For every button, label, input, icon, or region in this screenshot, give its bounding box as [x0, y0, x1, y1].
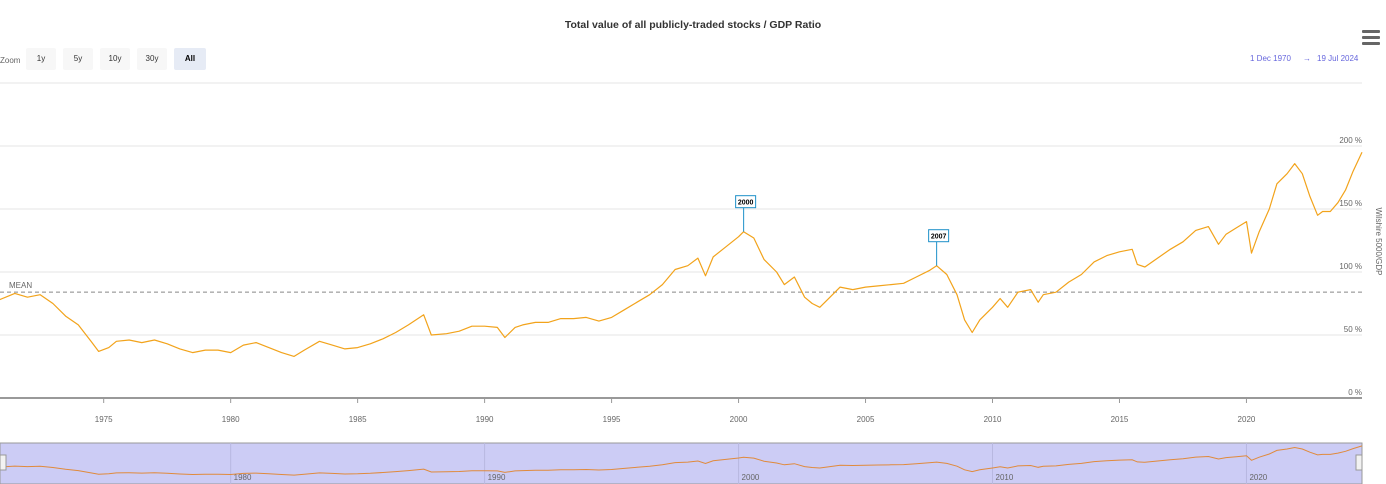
x-tick-label: 2000 [730, 415, 748, 424]
zoom-30y-button[interactable]: 30y [137, 48, 167, 70]
flag-label: 2007 [931, 234, 947, 241]
zoom-1y-button[interactable]: 1y [26, 48, 56, 70]
x-tick-label: 2010 [984, 415, 1002, 424]
navigator-right-handle[interactable] [1355, 454, 1363, 471]
x-tick-label: 1990 [476, 415, 494, 424]
x-tick-label: 1995 [603, 415, 621, 424]
range-from-input[interactable]: 1 Dec 1970 [1250, 54, 1291, 63]
y-tick-label: 200 % [1339, 136, 1362, 145]
x-tick-label: 1975 [95, 415, 113, 424]
x-tick-label: 2015 [1111, 415, 1129, 424]
zoom-5y-button[interactable]: 5y [63, 48, 93, 70]
zoom-all-button[interactable]: All [174, 48, 206, 70]
navigator-tick-label: 1980 [234, 473, 252, 482]
navigator-tick-label: 2010 [996, 473, 1014, 482]
navigator-left-handle[interactable] [0, 454, 7, 471]
navigator-tick-label: 2000 [742, 473, 760, 482]
navigator-tick-label: 1990 [488, 473, 506, 482]
range-to-input[interactable]: 19 Jul 2024 [1317, 54, 1359, 63]
flag-box [928, 229, 950, 243]
navigator-range [0, 442, 1363, 484]
zoom-label: Zoom [0, 56, 21, 65]
mean-label: MEAN [9, 281, 32, 290]
chart-title: Total value of all publicly-traded stock… [564, 19, 822, 31]
x-tick-label: 2005 [857, 415, 875, 424]
zoom-10y-button[interactable]: 10y [100, 48, 130, 70]
y-tick-label: 0 % [1348, 388, 1362, 397]
navigator-series-line [0, 445, 1363, 476]
navigator-tick-label: 2020 [1249, 473, 1267, 482]
series-line [0, 152, 1363, 357]
x-tick-label: 2020 [1238, 415, 1256, 424]
hamburger-menu-icon[interactable] [1362, 30, 1380, 45]
x-tick-label: 1980 [222, 415, 240, 424]
range-arrow: → [1303, 54, 1311, 63]
y-tick-label: 150 % [1339, 199, 1362, 208]
y-tick-label: 50 % [1344, 325, 1362, 334]
flag-label: 2000 [738, 200, 754, 207]
flag-box [735, 195, 757, 209]
x-tick-label: 1985 [349, 415, 367, 424]
y-tick-label: 100 % [1339, 262, 1362, 271]
y-axis-title: Wilshire 5000/GDP [1374, 207, 1383, 275]
